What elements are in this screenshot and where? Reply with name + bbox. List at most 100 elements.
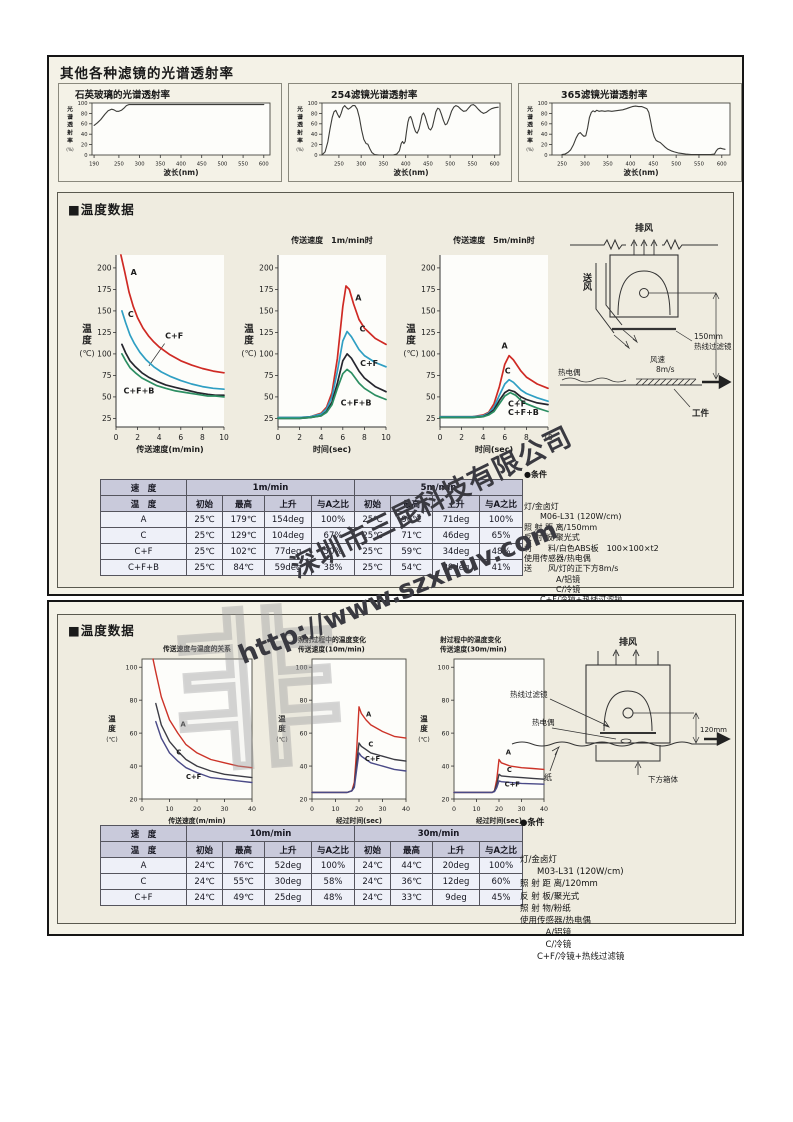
series-label-a: A [506,749,512,757]
series-label-c: C [368,740,373,748]
table-cell: 48% [311,889,355,906]
y-axis-label-char: 率 [297,136,303,144]
x-tick-label: 30 [220,806,228,813]
x-tick-label: 10 [331,806,339,813]
table-cell: 25deg [264,889,312,906]
table-col-header: 初始 [354,495,392,512]
y-tick-label: 25 [102,414,112,423]
y-tick-label: 40 [311,132,318,138]
table-row: C 24℃ 55℃ 30deg 58% 24℃ 36℃ 12deg 60% [100,873,523,890]
series-line-c-f [121,343,225,397]
oven-diagram-2: 排风 热线过滤镜 热电偶 120mm [510,636,731,784]
conditions-2: ●条件 灯/金卤灯 M03-L31 (120W/cm) 照 射 距 离/120mm… [520,793,730,987]
equipment-diagram-2: 排风 热线过滤镜 热电偶 120mm [508,635,733,797]
series-label-c: C [128,310,134,319]
row-label: C [100,873,187,890]
wind-speed-label: 风速 [650,355,665,364]
y-axis-label-char: 谱 [527,113,533,121]
table-cell: 12deg [432,873,480,890]
y-tick-label: 25 [264,414,274,423]
series-label-c: C [507,766,512,774]
y-tick-label: 125 [421,328,436,337]
table-group-header: 30m/min [354,825,523,842]
x-axis-label: 经过时间(sec) [476,816,522,825]
series-label-c: C [176,749,181,757]
y-axis-unit: (℃) [241,349,256,358]
chart-title: 射过程中的温度变化 [439,635,501,644]
row-label: C+F+B [100,559,187,576]
x-tick-label: 450 [423,162,433,168]
y-tick-label: 75 [102,371,112,380]
table-cell: 25℃ [186,559,223,576]
condition-line: 灯/金卤灯 [524,501,559,511]
x-axis-label: 传送速度(m/min) [135,444,203,454]
condition-line: C+F/冷镜+热线过滤镜 [520,951,625,962]
y-axis-label-char: 度 [82,334,92,346]
chart-title: 照射过程中的温度变化 [298,635,366,644]
series-line-c-f-b [121,353,225,398]
table-corner-temp: 温 度 [100,841,187,858]
table-group-header: 1m/min [185,479,356,496]
table-row: C 25℃ 129℃ 104deg 67% 25℃ 71℃ 46deg 65% [100,527,524,544]
x-tick-label: 250 [557,162,567,168]
x-tick-label: 10 [472,806,480,813]
y-tick-label: 50 [426,393,436,402]
table-col-header: 与A之比 [311,841,355,858]
x-axis-label: 波长(nm) [163,167,198,177]
series-line-c-f-b [277,368,387,420]
table-cell: 25℃ [186,527,223,544]
x-tick-label: 400 [176,162,186,168]
table-cell: 100% [479,511,524,528]
y-tick-label: 80 [541,111,548,117]
chart-temp-10m-min: 100 80 60 40 20 0 10 20 30 40 温度 (℃) 经过时间(sec) 照射过程中的… [264,633,424,837]
x-tick-label: 0 [140,806,144,813]
table-col-header: 初始 [186,495,223,512]
series-label-a: A [181,721,187,729]
table-row: A 25℃ 179℃ 154deg 100% 25℃ 96℃ 71deg 100% [100,511,524,528]
y-axis-label-char: 度 [278,723,286,733]
hot-wire-filter-label: 热线过滤镜 [694,341,732,351]
condition-line: M06-L31 (120W/cm) [524,512,622,522]
y-tick-label: 0 [544,153,547,159]
series-line-transmittance [93,104,265,126]
y-axis-label-char: 度 [108,723,116,733]
series-line-c-f [453,780,545,794]
table-row: C+F 25℃ 102℃ 77deg 50% 25℃ 59℃ 34deg 48% [100,543,524,560]
y-tick-label: 150 [97,307,112,316]
y-axis-unit: (℃) [418,736,429,743]
table-col-header: 最高 [390,841,433,858]
y-axis-label-char: 透 [297,121,303,129]
table-col-header: 上升 [432,495,481,512]
chart-254-transmittance: 100 80 60 40 20 0 250 300 350 400 450 500 550 600 光谱透射… [289,99,511,183]
condition-line: 材 料/白色ABS板 100×100×t2 [524,543,659,553]
y-tick-label: 60 [129,730,137,737]
row-label: A [100,511,187,528]
x-tick-label: 400 [401,162,411,168]
table-cell: 96℃ [390,511,434,528]
exhaust-label-2: 排风 [619,636,637,648]
table-cell: 55℃ [222,873,265,890]
y-tick-label: 25 [426,414,436,423]
y-axis-unit: (%) [526,147,534,153]
paper-label: 纸 [544,772,552,782]
y-tick-label: 60 [441,730,449,737]
y-axis-label-char: 光 [66,105,73,113]
distance-label-2: 120mm [700,726,727,734]
series-label-a: A [502,342,509,351]
series-line-a [152,658,253,769]
x-tick-label: 450 [197,162,207,168]
temperature-table: 速 度 1m/min 5m/min 温 度初始 最高 上升 与A之比 初始 最高 上升 与A之比 A 2… [100,479,524,576]
y-axis-label-char: 射 [296,128,303,136]
x-tick-label: 20 [355,806,363,813]
table-cell: 34deg [432,543,481,560]
x-tick-label: 350 [155,162,165,168]
table-cell: 48% [479,543,524,560]
temperature-table-1-wrap: 速 度 1m/min 5m/min 温 度初始 最高 上升 与A之比 初始 最高 上升 与A之比 A 2… [100,479,524,576]
chart-title: 传送速度(30m/min) [439,644,507,653]
table-group-header: 10m/min [186,825,355,842]
table-cell: 24℃ [354,889,391,906]
table-col-header: 上升 [432,841,480,858]
x-tick-label: 500 [445,162,455,168]
y-tick-label: 175 [421,285,436,294]
